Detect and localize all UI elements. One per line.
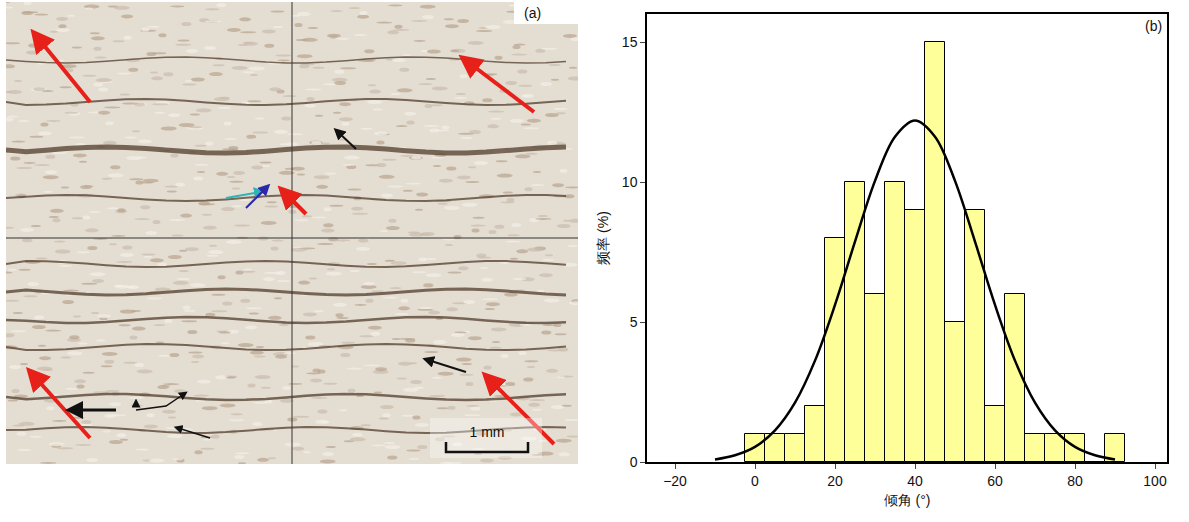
svg-text:5: 5 [630, 314, 638, 330]
svg-text:20: 20 [827, 473, 843, 489]
svg-text:1 mm: 1 mm [470, 424, 505, 440]
svg-text:−20: −20 [663, 473, 687, 489]
svg-text:频率 (%): 频率 (%) [595, 211, 611, 265]
svg-text:(a): (a) [524, 5, 541, 21]
svg-text:倾角 (°): 倾角 (°) [884, 492, 931, 508]
svg-text:(b): (b) [1145, 18, 1162, 34]
svg-text:40: 40 [907, 473, 923, 489]
svg-text:100: 100 [1143, 473, 1167, 489]
svg-text:60: 60 [987, 473, 1003, 489]
svg-text:0: 0 [630, 454, 638, 470]
svg-text:10: 10 [622, 174, 638, 190]
svg-text:0: 0 [751, 473, 759, 489]
svg-text:15: 15 [622, 34, 638, 50]
svg-text:80: 80 [1067, 473, 1083, 489]
